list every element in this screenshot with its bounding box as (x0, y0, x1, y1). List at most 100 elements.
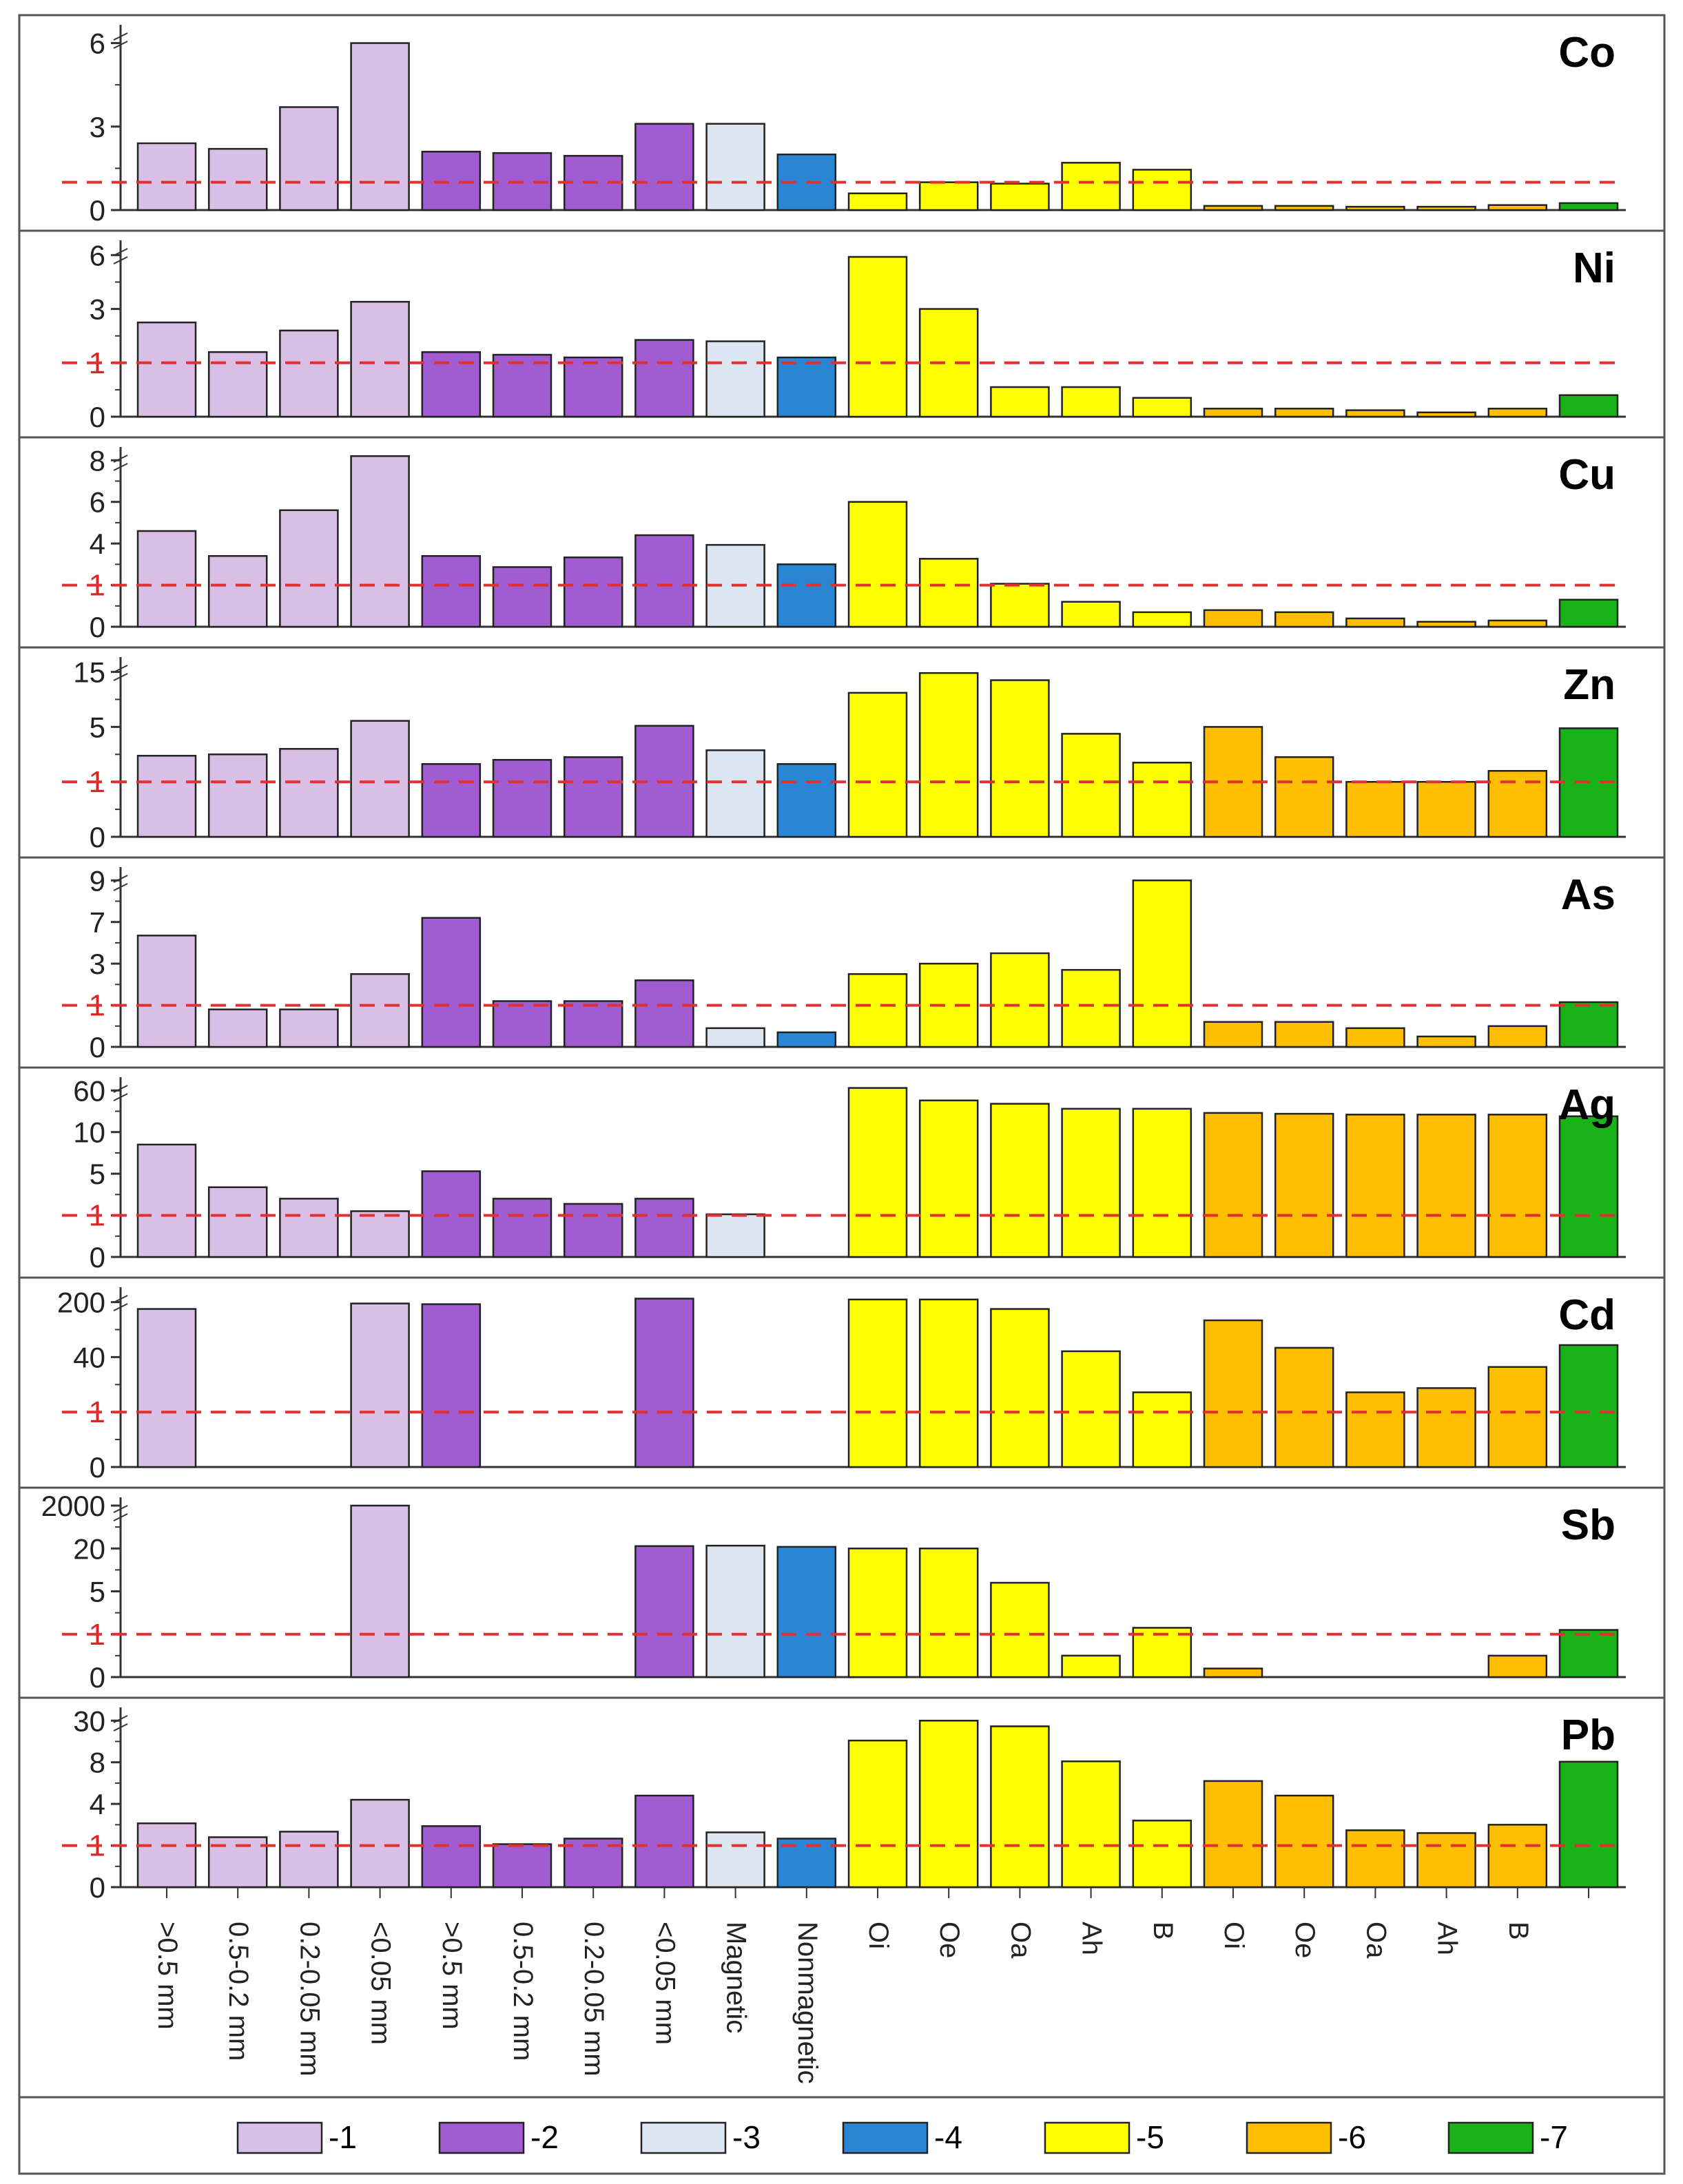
bar-co-20 (1558, 202, 1619, 211)
bar-cd-16 (1274, 1346, 1334, 1468)
bar-cd-7 (634, 1298, 694, 1468)
bar-zn-16 (1274, 756, 1334, 838)
y-tick-label: 40 (73, 1341, 105, 1373)
bar-co-4 (421, 150, 482, 211)
bar-cd-20 (1558, 1344, 1619, 1468)
bar-cu-10 (847, 501, 908, 628)
bar-pb-12 (990, 1725, 1050, 1889)
bar-as-6 (563, 1000, 623, 1048)
bar-as-13 (1061, 968, 1121, 1048)
bar-co-18 (1416, 205, 1476, 211)
y-tick-label: 0 (90, 1661, 105, 1694)
bar-ni-15 (1203, 408, 1263, 418)
legend-swatch-4 (842, 2121, 929, 2154)
bar-cu-2 (279, 509, 339, 628)
category-label-1: 0.5-0.2 mm (223, 1922, 254, 2061)
panel-title-cd: Cd (1558, 1291, 1615, 1339)
legend-label-7: -7 (1540, 2119, 1568, 2155)
category-label-10: Oi (863, 1922, 894, 1949)
bar-zn-8 (705, 749, 765, 838)
bar-sb-8 (705, 1544, 765, 1678)
y-tick-label: 4 (90, 528, 105, 560)
bar-ni-20 (1558, 394, 1619, 418)
bar-cu-14 (1132, 611, 1192, 628)
bar-ni-5 (492, 353, 553, 418)
bar-pb-5 (492, 1843, 553, 1889)
bar-as-3 (350, 973, 410, 1048)
legend-swatch-7 (1447, 2121, 1534, 2154)
bar-pb-7 (634, 1794, 694, 1889)
bar-ag-17 (1345, 1114, 1405, 1258)
bar-zn-10 (847, 691, 908, 838)
bar-cu-13 (1061, 601, 1121, 628)
bar-co-14 (1132, 169, 1192, 211)
bar-cu-19 (1487, 619, 1548, 628)
chart-outer-frame (18, 14, 1666, 2175)
legend-label-3: -3 (732, 2119, 761, 2155)
bar-co-13 (1061, 162, 1121, 211)
y-tick-label: 0 (90, 1241, 105, 1273)
y-tick-label: 8 (90, 444, 105, 477)
legend-swatch-2 (438, 2121, 525, 2154)
bar-sb-19 (1487, 1654, 1548, 1678)
category-label-8: Magnetic (721, 1922, 752, 2033)
bar-ni-16 (1274, 408, 1334, 418)
bar-zn-14 (1132, 762, 1192, 838)
bar-cd-18 (1416, 1387, 1476, 1468)
panel-title-co: Co (1558, 29, 1615, 76)
y-tick-label: 200 (57, 1287, 105, 1319)
bar-ag-7 (634, 1198, 694, 1258)
bar-sb-14 (1132, 1627, 1192, 1678)
bar-ni-7 (634, 339, 694, 418)
bar-as-9 (776, 1031, 837, 1048)
bar-as-18 (1416, 1035, 1476, 1048)
bar-cu-5 (492, 566, 553, 628)
bar-ag-2 (279, 1198, 339, 1258)
bar-ag-12 (990, 1103, 1050, 1258)
y-tick-label: 15 (73, 656, 105, 689)
bar-co-7 (634, 123, 694, 211)
category-label-12: Oa (1005, 1922, 1035, 1959)
bar-zn-11 (918, 672, 979, 838)
bar-sb-10 (847, 1548, 908, 1678)
bar-ni-8 (705, 340, 765, 418)
category-label-7: <0.05 mm (650, 1922, 680, 2045)
panel-title-cu: Cu (1558, 451, 1615, 499)
legend-label-4: -4 (934, 2119, 962, 2155)
bar-as-0 (136, 935, 197, 1048)
bar-as-7 (634, 979, 694, 1048)
legend-swatch-5 (1044, 2121, 1130, 2154)
bar-zn-5 (492, 759, 553, 838)
bar-cd-19 (1487, 1366, 1548, 1468)
bar-pb-15 (1203, 1780, 1263, 1889)
bar-cu-16 (1274, 611, 1334, 628)
bar-as-19 (1487, 1025, 1548, 1048)
bar-co-11 (918, 181, 979, 211)
bar-sb-3 (350, 1504, 410, 1678)
axis-break-mark (113, 248, 128, 264)
bar-pb-14 (1132, 1820, 1192, 1889)
axis-break-mark (113, 665, 128, 681)
bar-as-14 (1132, 880, 1192, 1048)
bar-pb-19 (1487, 1824, 1548, 1889)
panel-title-as: As (1561, 871, 1615, 919)
bar-as-2 (279, 1008, 339, 1048)
y-tick-label: 7 (90, 906, 105, 939)
bar-zn-13 (1061, 733, 1121, 838)
y-tick-label: 3 (90, 111, 105, 143)
bar-pb-18 (1416, 1832, 1476, 1889)
y-tick-label: 5 (90, 1576, 105, 1608)
bar-ag-5 (492, 1198, 553, 1258)
bar-co-10 (847, 192, 908, 211)
bar-as-1 (207, 1008, 268, 1048)
bar-co-17 (1345, 205, 1405, 211)
bar-ni-14 (1132, 397, 1192, 418)
bar-pb-8 (705, 1831, 765, 1889)
bar-cd-15 (1203, 1319, 1263, 1468)
y-tick-label: 0 (90, 611, 105, 643)
bar-ni-3 (350, 300, 410, 418)
